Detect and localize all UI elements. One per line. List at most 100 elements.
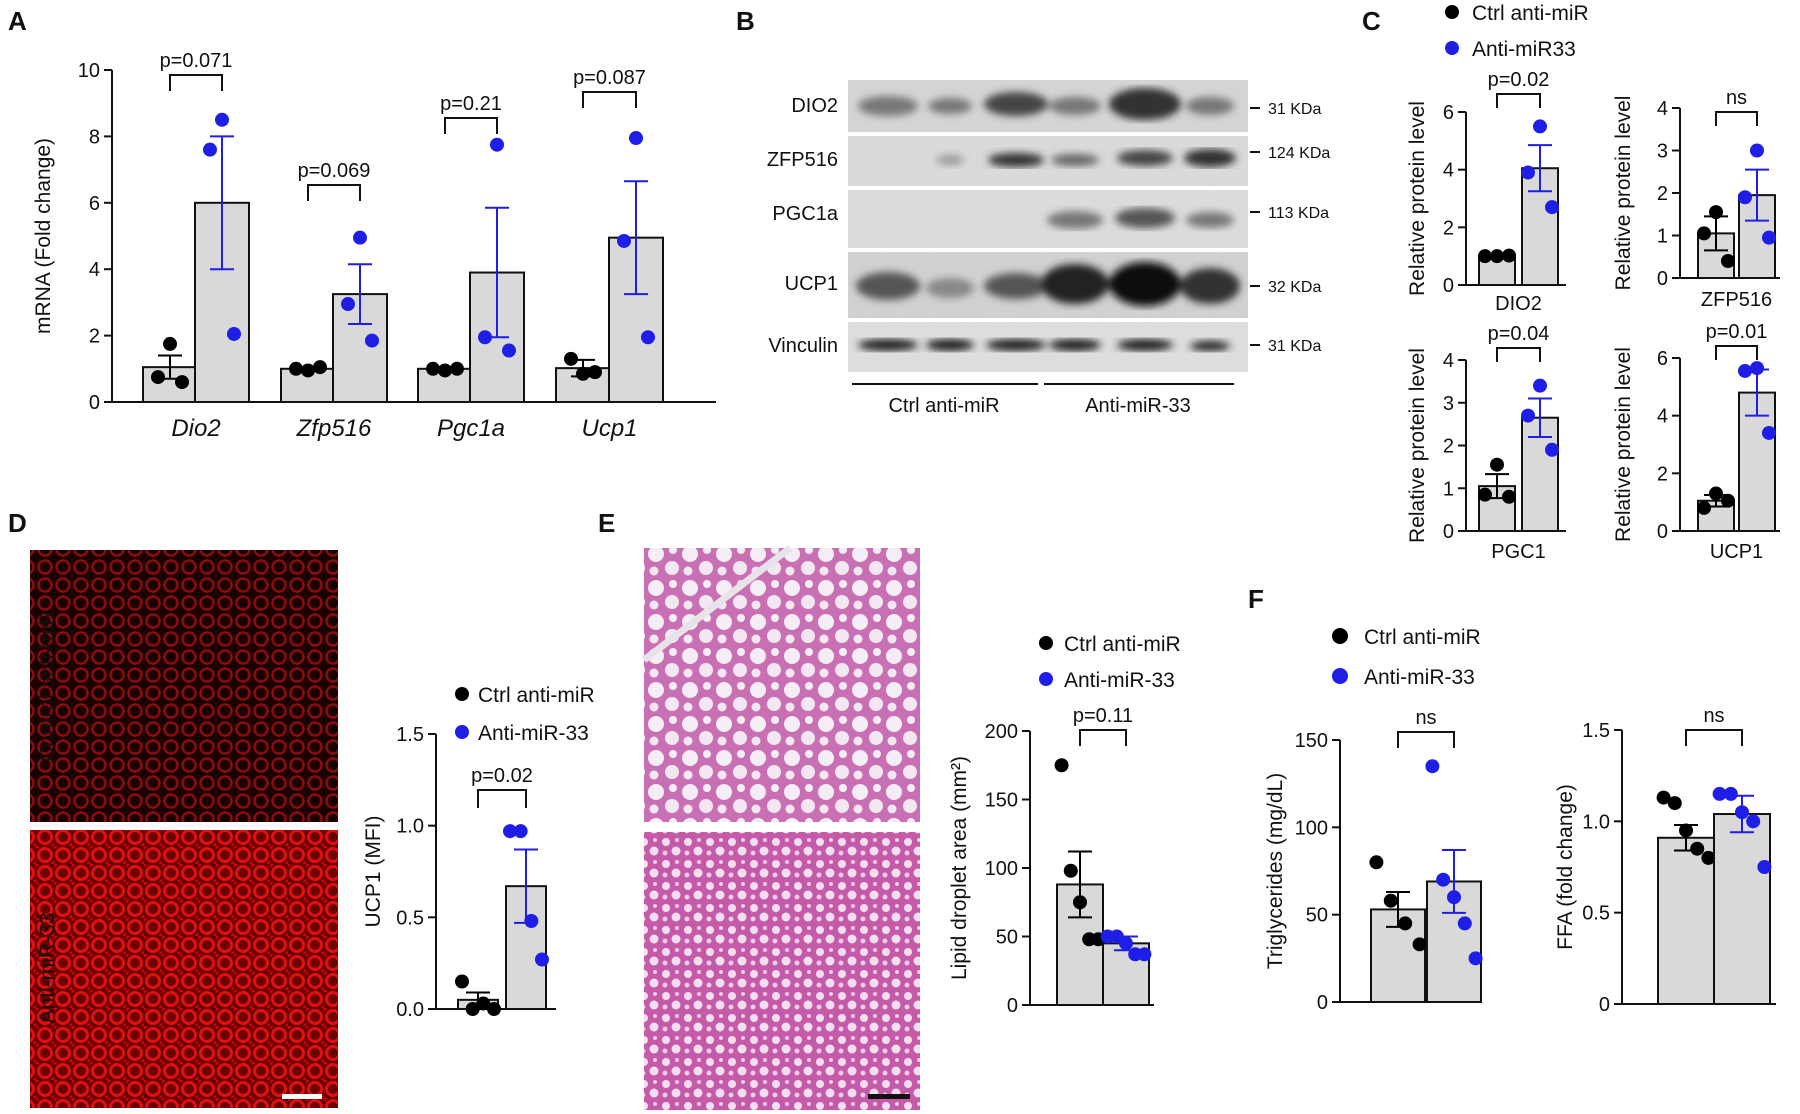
data-point [503,824,517,839]
significance-label: p=0.087 [573,67,646,89]
y-tick-label: 50 [1306,905,1328,927]
y-tick-label: 3 [1443,393,1454,415]
data-point [1425,759,1440,774]
legend-marker-ctrl [1039,636,1053,650]
significance-label: p=0.069 [298,160,371,182]
y-axis-label: UCP1 (MFI) [362,816,385,928]
data-point [1545,200,1559,215]
blot-label: Vinculin [768,335,838,357]
y-tick-label: 150 [1295,730,1328,752]
y-tick-label: 4 [89,259,100,281]
panel-label-d: D [8,508,27,538]
blot-group-label: Anti-miR-33 [1085,395,1191,417]
y-tick-label: 1.0 [396,816,424,838]
blot-label: PGC1a [772,203,838,225]
data-point [617,233,631,248]
data-point [289,361,303,376]
data-point [1697,500,1711,515]
y-tick-label: 8 [89,126,100,148]
bar [1713,813,1771,1005]
data-point [1762,425,1776,440]
significance-label: p=0.071 [160,50,233,72]
data-point [450,361,464,376]
data-point [1436,872,1451,887]
y-tick-label: 0 [1657,268,1668,290]
data-point [1412,937,1427,952]
y-axis-label: Relative protein level [1406,348,1429,543]
x-tick-label: PGC1 [1491,541,1545,563]
data-point [163,336,177,351]
y-tick-label: 0 [89,392,100,414]
blot-group-label: Ctrl anti-miR [888,395,999,417]
legend-label: Anti-miR-33 [1364,666,1475,689]
y-tick-label: 0 [1599,994,1610,1016]
data-point [629,131,643,146]
chart-f1: 0 50 100 150 Triglycerides (mg/dL) ns [1264,707,1483,1014]
y-tick-label: 4 [1657,98,1668,120]
y-axis-label: FFA (fold change) [1554,784,1577,950]
x-tick-label: Ucp1 [581,415,637,442]
data-point [1383,893,1398,908]
data-point [313,360,327,375]
data-point [1750,143,1764,158]
legend-label: Anti-miR-33 [1064,669,1175,692]
data-point [641,330,655,345]
data-point [1478,249,1492,264]
significance-label: p=0.21 [440,93,502,115]
data-point [365,333,379,348]
data-point [1502,489,1516,504]
data-point [1762,230,1776,245]
y-tick-label: 2 [1657,463,1668,485]
significance-bracket [444,117,498,134]
data-point [426,361,440,376]
data-point [1721,254,1735,268]
data-point [502,343,516,358]
kda-label: 32 KDa [1268,279,1321,296]
legend-label: Ctrl anti-miR [1472,2,1589,25]
data-point [1656,790,1671,805]
kda-label: 113 KDa [1268,205,1329,222]
y-tick-label: 150 [985,790,1018,812]
significance-label: p=0.02 [471,765,533,787]
significance-bracket [1496,93,1541,108]
y-axis-label: Triglycerides (mg/dL) [1264,773,1287,969]
data-point [215,112,229,127]
y-tick-label: 100 [1295,817,1328,839]
significance-label: p=0.04 [1488,323,1550,345]
data-point [1119,936,1133,951]
significance-bracket [1715,345,1758,360]
data-point [1735,805,1749,820]
data-point [1709,205,1723,220]
data-point [1521,408,1535,423]
data-point [455,974,469,989]
legend-label: Anti-miR-33 [478,722,589,745]
data-point [1533,119,1547,134]
y-tick-label: 4 [1657,406,1668,428]
data-point [1746,814,1761,829]
blot-strip-zfp516 [848,136,1248,186]
y-tick-label: 1.0 [1582,811,1610,833]
data-point [1738,363,1752,378]
legend-f: Ctrl anti-miR Anti-miR-33 [1332,626,1481,689]
blot-strip-pgc1a [848,190,1248,248]
data-point [353,230,367,245]
y-axis-label: Lipid droplet area (mm²) [948,756,971,980]
legend-marker-ctrl [1332,628,1348,644]
x-tick-label: ZFP516 [1701,289,1772,311]
data-point [1667,796,1682,811]
significance-bracket [1685,729,1743,746]
y-tick-label: 6 [1443,102,1454,124]
data-point [1697,226,1711,241]
y-tick-label: 2 [1443,217,1454,239]
chart-e: 0 50 100 150 200 Lipid droplet area (mm²) p=0.… [948,705,1154,1017]
data-point [1757,860,1772,874]
legend-marker-ctrl [1445,5,1459,19]
data-point [175,375,189,390]
bar [1657,836,1715,1005]
significance-bracket [582,91,637,108]
data-point [465,1002,480,1016]
blot-label: UCP1 [785,273,838,295]
y-tick-label: 0.0 [396,999,424,1021]
